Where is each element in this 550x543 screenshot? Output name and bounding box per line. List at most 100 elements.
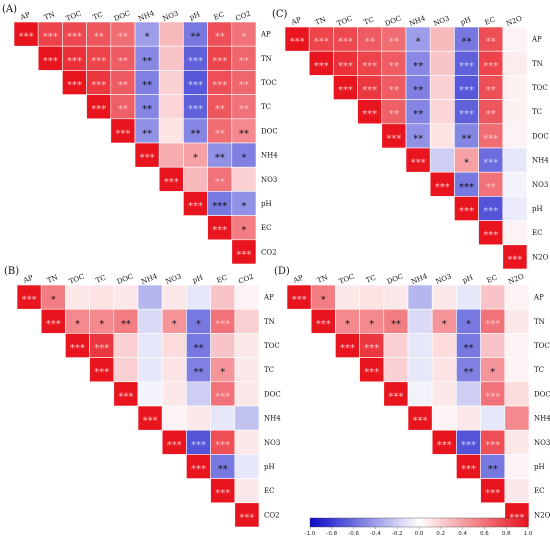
column-label: EC <box>213 10 226 21</box>
column-label: pH <box>191 273 204 284</box>
row-label: TC <box>261 103 271 111</box>
heatmap-cell <box>158 45 184 71</box>
heatmap-cell <box>37 45 63 71</box>
column-label: AP <box>18 10 31 22</box>
significance-label: ** <box>191 32 201 43</box>
significance-label: ** <box>215 104 225 115</box>
significance-label: *** <box>91 56 106 67</box>
row-label: pH <box>534 463 545 471</box>
heatmap-cell <box>504 381 530 407</box>
row-label: CO2 <box>264 511 280 519</box>
heatmap-cell <box>480 284 506 310</box>
heatmap-cell <box>502 99 528 125</box>
column-label: DOC <box>113 9 131 23</box>
heatmap-cell <box>113 357 139 383</box>
significance-label: * <box>99 319 104 330</box>
significance-label: *** <box>91 104 106 115</box>
heatmap-cell <box>431 284 457 310</box>
heatmap-cell <box>210 429 236 455</box>
heatmap-cell <box>137 308 163 334</box>
significance-label: ** <box>94 32 104 43</box>
heatmap-cell <box>207 215 233 241</box>
row-label: TN <box>532 60 543 68</box>
significance-label: ** <box>239 56 249 67</box>
heatmap-cell <box>383 357 409 383</box>
significance-label: * <box>241 225 246 236</box>
heatmap-cell <box>183 142 208 168</box>
significance-label: *** <box>362 61 377 72</box>
row-label: AP <box>260 31 271 39</box>
row-label: EC <box>534 487 544 495</box>
heatmap-cell <box>480 308 506 334</box>
column-label: TN <box>314 15 327 26</box>
heatmap-cell <box>183 94 208 120</box>
column-label: AP <box>21 273 34 285</box>
significance-label: * <box>145 32 150 43</box>
significance-label: ** <box>486 109 496 120</box>
significance-label: *** <box>215 391 230 402</box>
heatmap-cell <box>478 99 504 125</box>
heatmap-cell <box>113 284 139 310</box>
significance-label: ** <box>464 343 474 354</box>
significance-label: *** <box>188 201 203 212</box>
heatmap-cell <box>234 429 260 455</box>
heatmap-cell <box>186 429 211 455</box>
significance-label: *** <box>212 225 227 236</box>
heatmap-cell <box>454 26 479 52</box>
row-label: DOC <box>532 132 549 140</box>
row-label: N2O <box>534 511 550 519</box>
significance-label: ** <box>118 32 128 43</box>
heatmap-cell <box>231 166 257 192</box>
significance-label: ** <box>464 367 474 378</box>
significance-label: *** <box>140 153 155 164</box>
heatmap-cell <box>161 284 187 310</box>
heatmap-cell <box>210 284 236 310</box>
heatmap-cell <box>502 147 528 173</box>
heatmap-cell <box>161 381 187 407</box>
significance-label: * <box>490 367 495 378</box>
significance-label: ** <box>389 61 399 72</box>
significance-label: *** <box>364 367 379 378</box>
column-label: NO3 <box>161 9 179 23</box>
significance-label: *** <box>191 464 206 475</box>
colorbar-tick-label: 0.2 <box>436 531 445 537</box>
significance-label: ** <box>239 80 249 91</box>
heatmap-cell <box>89 333 115 358</box>
row-label: TOC <box>534 342 550 350</box>
heatmap-cell <box>405 75 431 100</box>
significance-label: *** <box>164 177 179 188</box>
heatmap-cell <box>210 381 236 407</box>
panel-tag: (D) <box>274 266 290 277</box>
heatmap-cell <box>210 454 236 479</box>
heatmap-cell <box>134 21 160 47</box>
significance-label: * <box>369 319 374 330</box>
heatmap-cell <box>504 478 530 504</box>
heatmap-cell <box>210 478 236 504</box>
significance-label: *** <box>340 343 355 354</box>
significance-label: * <box>345 319 350 330</box>
heatmap-cell <box>137 333 163 358</box>
row-label: NO3 <box>264 439 280 447</box>
significance-label: *** <box>215 319 230 330</box>
heatmap-cell <box>234 333 260 358</box>
significance-label: *** <box>94 367 109 378</box>
heatmap-cell <box>456 284 481 310</box>
significance-label: *** <box>459 85 474 96</box>
significance-label: *** <box>314 61 329 72</box>
column-label: TOC <box>336 14 354 27</box>
significance-label: ** <box>191 128 201 139</box>
column-label: TC <box>95 274 107 285</box>
significance-label: ** <box>142 128 152 139</box>
heatmap-cell <box>86 94 112 120</box>
heatmap-cell <box>231 191 257 216</box>
heatmap-cell <box>65 284 90 310</box>
heatmap-cell <box>456 405 481 431</box>
significance-label: *** <box>212 201 227 212</box>
heatmap-cell <box>454 171 479 197</box>
significance-label: *** <box>212 56 227 67</box>
heatmap-cell <box>234 405 260 431</box>
significance-label: *** <box>413 416 428 427</box>
heatmap-cell <box>161 405 187 431</box>
colorbar-tick-label: -1.0 <box>305 531 316 537</box>
